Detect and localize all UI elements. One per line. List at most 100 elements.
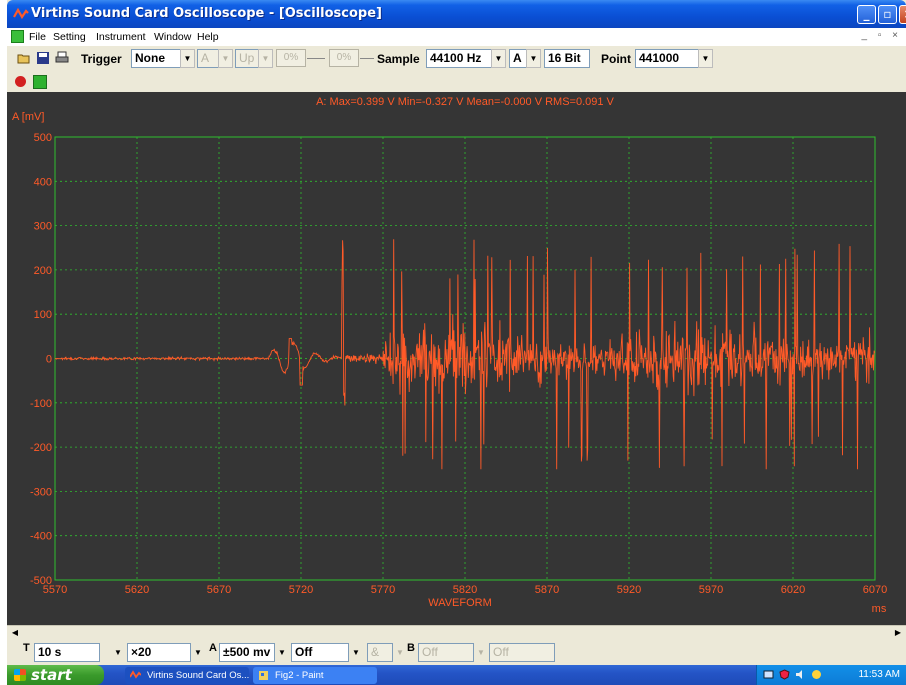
channel-b-label: B [407,642,415,654]
y-tick-label: 0 [46,354,52,366]
menu-instrument[interactable]: Instrument [96,31,146,43]
chevron-down-icon[interactable]: ▼ [180,49,195,68]
measurement-stats: A: Max=0.399 V Min=-0.327 V Mean=-0.000 … [316,96,614,108]
chevron-down-icon[interactable]: ▼ [396,648,404,657]
timebase-label: T [23,642,30,654]
trigger-level-1[interactable]: 0% [276,49,306,67]
start-button[interactable]: start [7,665,104,685]
chevron-down-icon[interactable]: ▼ [698,49,713,68]
trigger-edge-select[interactable]: Up [235,49,259,68]
y-tick-label: -100 [30,398,52,410]
clock: 11:53 AM [858,669,900,680]
y-tick-label: 100 [34,309,52,321]
trigger-level-slider-2[interactable] [360,58,374,59]
chevron-down-icon[interactable]: ▼ [114,648,122,657]
taskbar: start Virtins Sound Card Os... Fig2 - Pa… [7,665,906,685]
sample-label: Sample [377,52,420,66]
chevron-down-icon[interactable]: ▼ [258,49,273,68]
scroll-left-icon[interactable]: ◀ [11,628,19,637]
chevron-down-icon[interactable]: ▼ [194,648,202,657]
main-toolbar: Trigger None ▼ A ▼ Up ▼ 0% 0% Sample 441… [7,46,906,72]
x-axis-ticks: 5570 5620 5670 5720 5770 5820 5870 5920 5970 6020… [43,584,887,596]
taskbar-item-paint[interactable]: Fig2 - Paint [253,667,377,684]
print-icon[interactable] [55,51,69,65]
taskbar-item-label: Virtins Sound Card Os... [147,670,249,681]
x-tick-label: 5670 [207,584,231,596]
zoom-select[interactable]: ×20 [127,643,191,662]
horizontal-scrollbar[interactable]: ◀ ▶ [7,625,906,639]
x-tick-label: 5920 [617,584,641,596]
chevron-down-icon[interactable]: ▼ [491,49,506,68]
system-tray: 11:53 AM [756,665,906,685]
x-tick-label: 5970 [699,584,723,596]
oscilloscope-icon[interactable] [33,75,47,89]
channel-select[interactable]: A [509,49,527,68]
channel-a-coupling-select[interactable]: Off [291,643,349,662]
volume-icon[interactable] [795,669,806,680]
bit-depth-select[interactable]: 16 Bit [544,49,590,68]
network-icon[interactable] [763,669,774,680]
app-window: Virtins Sound Card Oscilloscope - [Oscil… [7,0,906,685]
oscilloscope-display[interactable]: 500 400 300 200 100 0 -100 -200 -300 -400 -500 557… [7,92,906,625]
chevron-down-icon[interactable]: ▼ [477,648,485,657]
x-tick-label: 5720 [289,584,313,596]
taskbar-item-label: Fig2 - Paint [275,670,324,681]
channel-controls: T 10 s ▼ ×20 ▼ A ±500 mv ▼ Off ▼ & ▼ B O… [7,639,906,665]
open-folder-icon[interactable] [17,51,31,65]
sample-rate-select[interactable]: 44100 Hz [426,49,492,68]
save-icon[interactable] [36,51,50,65]
menu-file[interactable]: File [29,31,46,43]
trigger-level-slider[interactable] [307,58,325,59]
timebase-select[interactable]: 10 s [34,643,100,662]
trigger-label: Trigger [81,52,122,66]
security-icon[interactable] [779,669,790,680]
y-axis-unit: A [mV] [12,111,44,123]
x-tick-label: 6070 [863,584,887,596]
trigger-channel-select[interactable]: A [197,49,219,68]
menu-help[interactable]: Help [197,31,219,43]
menu-bar: File Setting Instrument Window Help _ ▫ … [7,28,906,46]
menu-window[interactable]: Window [154,31,192,43]
x-axis-unit: ms [872,603,887,615]
minimize-button[interactable]: _ [857,5,876,24]
mdi-controls[interactable]: _ ▫ × [861,30,902,41]
channel-combine-select[interactable]: & [367,643,393,662]
menu-setting[interactable]: Setting [53,31,86,43]
waveform-trace [54,239,876,470]
maximize-button[interactable]: ▫ [878,5,897,24]
app-logo-icon [13,7,29,20]
y-tick-label: -200 [30,442,52,454]
y-tick-label: -500 [30,575,52,587]
x-tick-label: 5820 [453,584,477,596]
chevron-down-icon[interactable]: ▼ [352,648,360,657]
taskbar-item-oscilloscope[interactable]: Virtins Sound Card Os... [125,667,249,684]
scroll-right-icon[interactable]: ▶ [894,628,902,637]
x-tick-label: 5570 [43,584,67,596]
x-tick-label: 5620 [125,584,149,596]
y-tick-label: -400 [30,531,52,543]
y-tick-label: 400 [34,176,52,188]
trigger-mode-select[interactable]: None [131,49,181,68]
update-icon[interactable] [811,669,822,680]
channel-b-range-select[interactable]: Off [418,643,474,662]
chevron-down-icon[interactable]: ▼ [526,49,541,68]
record-toolbar [7,72,906,92]
close-button[interactable]: × [899,5,906,24]
chevron-down-icon[interactable]: ▼ [218,49,233,68]
windows-logo-icon [14,669,26,681]
channel-a-range-select[interactable]: ±500 mv [219,643,275,662]
points-select[interactable]: 441000 [635,49,699,68]
waveform-plot: 500 400 300 200 100 0 -100 -200 -300 -400 -500 557… [12,96,887,615]
record-icon[interactable] [15,76,26,87]
trigger-level-2[interactable]: 0% [329,49,359,67]
start-label: start [31,666,72,684]
point-label: Point [601,52,631,66]
document-icon[interactable] [11,30,24,43]
paint-icon [259,671,268,680]
title-bar[interactable]: Virtins Sound Card Oscilloscope - [Oscil… [7,0,906,28]
y-tick-label: 500 [34,132,52,144]
chevron-down-icon[interactable]: ▼ [278,648,286,657]
x-tick-label: 5870 [535,584,559,596]
channel-b-coupling-select[interactable]: Off [489,643,555,662]
window-title: Virtins Sound Card Oscilloscope - [Oscil… [31,6,382,21]
